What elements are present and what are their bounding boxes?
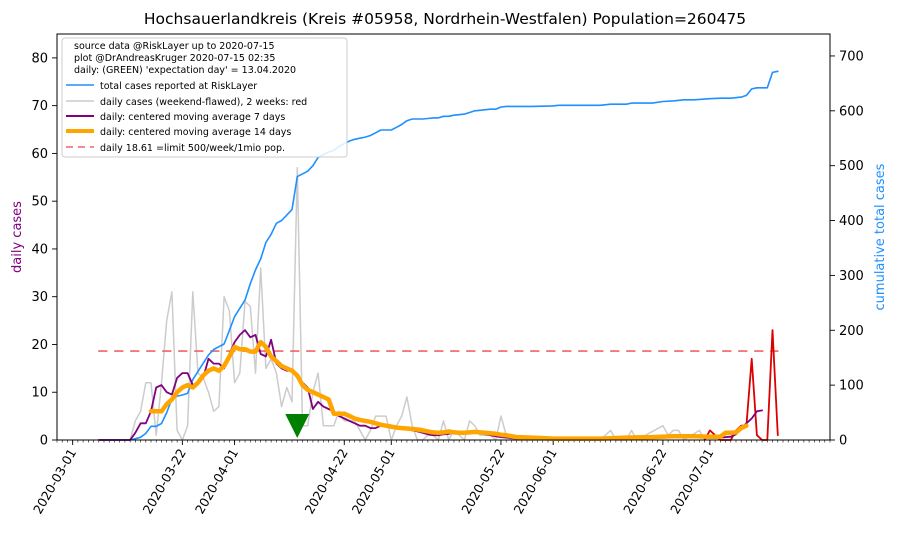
legend-label-total: total cases reported at RiskLayer [100, 81, 257, 92]
right-axis-label: cumulative total cases [873, 163, 888, 310]
x-tick-label: 2020-06-01 [510, 446, 559, 516]
x-tick-label: 2020-04-01 [192, 446, 241, 516]
legend-label-daily: daily cases (weekend-flawed), 2 weeks: r… [100, 97, 307, 108]
legend-label-limit: daily 18.61 =limit 500/week/1mio pop. [100, 143, 285, 154]
y-left-tick-label: 40 [31, 242, 48, 257]
y-left-tick-label: 60 [31, 147, 48, 162]
legend-box [61, 37, 348, 158]
chart-title: Hochsauerlandkreis (Kreis #05958, Nordrh… [144, 10, 746, 28]
legend-note: plot @DrAndreasKruger 2020-07-15 02:35 [74, 53, 275, 64]
y-left-tick-label: 10 [31, 386, 48, 401]
y-left-tick-label: 70 [31, 99, 48, 114]
x-tick-label: 2020-05-01 [349, 446, 398, 516]
y-right-tick-label: 600 [839, 104, 864, 119]
y-left-tick-label: 0 [40, 434, 48, 449]
left-axis-label: daily cases [10, 201, 25, 273]
y-left-tick-label: 30 [31, 290, 48, 305]
y-right-tick-label: 0 [839, 434, 847, 449]
x-tick-label: 2020-05-22 [458, 446, 507, 516]
y-right-tick-label: 300 [839, 269, 864, 284]
x-tick-label: 2020-03-22 [140, 446, 189, 516]
legend-label-ma14: daily: centered moving average 14 days [100, 127, 291, 138]
x-ticks: 2020-03-01 2020-03-22 2020-04-01 2020-04-22… [30, 440, 716, 516]
y-left-tick-label: 50 [31, 195, 48, 210]
x-tick-label: 2020-04-22 [302, 446, 351, 516]
y-right-tick-label: 500 [839, 159, 864, 174]
x-tick-label: 2020-03-01 [30, 446, 79, 516]
series-line-daily_recent [703, 329, 779, 441]
expectation-day-marker [285, 414, 310, 438]
y-left-tick-label: 80 [31, 51, 48, 66]
legend: source data @RiskLayer up to 2020-07-15 … [61, 37, 348, 158]
y-right-tick-label: 200 [839, 324, 864, 339]
plot-frame [56, 33, 831, 441]
legend-label-ma7: daily: centered moving average 7 days [100, 112, 285, 123]
y-right-tick-label: 700 [839, 49, 864, 64]
y-right-tick-label: 100 [839, 379, 864, 394]
y-right-ticks: 0 100 200 300 400 500 600 700 [830, 49, 864, 449]
x-tick-label: 2020-06-22 [620, 446, 669, 516]
y-left-ticks: 0 10 20 30 40 50 60 70 80 [31, 51, 57, 449]
series-line-total [98, 70, 779, 441]
legend-note: source data @RiskLayer up to 2020-07-15 [74, 41, 275, 52]
series-line-daily_raw [98, 166, 706, 441]
y-left-tick-label: 20 [31, 338, 48, 353]
y-right-tick-label: 400 [839, 214, 864, 229]
x-tick-label: 2020-07-01 [667, 446, 716, 516]
legend-note: daily: (GREEN) 'expectation day' = 13.04… [74, 65, 296, 76]
series-line-ma14 [148, 339, 749, 441]
